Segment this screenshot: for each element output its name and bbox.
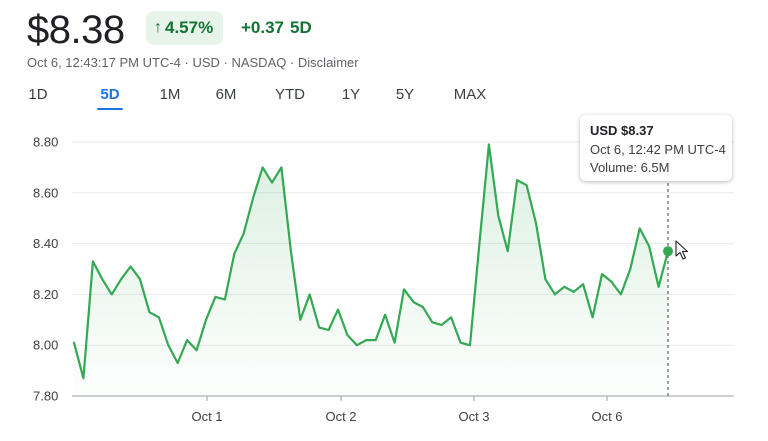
absolute-change-value: +0.37: [241, 18, 285, 37]
tab-1d[interactable]: 1D: [28, 86, 48, 103]
x-tick-label: Oct 6: [591, 409, 622, 424]
tab-1y[interactable]: 1Y: [341, 86, 361, 103]
x-tick-label: Oct 2: [325, 409, 356, 424]
tab-5d[interactable]: 5D: [97, 84, 123, 110]
y-tick-label: 8.60: [33, 185, 58, 200]
y-tick-label: 8.80: [33, 135, 58, 150]
y-tick-label: 8.00: [33, 338, 58, 353]
absolute-change: +0.37 5D: [241, 11, 318, 45]
tab-5y[interactable]: 5Y: [395, 86, 415, 103]
price-line: [72, 143, 670, 380]
tab-ytd[interactable]: YTD: [275, 86, 305, 103]
tooltip-volume: Volume: 6.5M: [590, 160, 670, 175]
price-tooltip: USD $8.37 Oct 6, 12:42 PM UTC-4 Volume: …: [580, 115, 732, 181]
percent-change-badge: ↑ 4.57%: [146, 11, 224, 45]
y-tick-label: 7.80: [33, 389, 58, 404]
x-tick-label: Oct 1: [191, 409, 222, 424]
tab-max[interactable]: MAX: [453, 86, 487, 103]
hover-point: [663, 246, 673, 257]
tooltip-time: Oct 6, 12:42 PM UTC-4: [590, 142, 726, 157]
current-price: $8.38: [27, 8, 125, 52]
x-axis: Oct 1 Oct 2 Oct 3 Oct 6: [191, 396, 623, 424]
disclaimer-link[interactable]: Disclaimer: [297, 55, 359, 70]
y-tick-label: 8.40: [33, 236, 58, 251]
x-tick-label: Oct 3: [458, 409, 489, 424]
tab-1m[interactable]: 1M: [159, 86, 181, 103]
mouse-pointer-icon: [675, 240, 689, 260]
change-period: 5D: [290, 18, 312, 37]
arrow-up-icon: ↑: [154, 19, 162, 36]
quote-meta: Oct 6, 12:43:17 PM UTC-4 · USD · NASDAQ …: [27, 55, 359, 70]
y-axis-labels: 8.80 8.60 8.40 8.20 8.00 7.80: [33, 135, 58, 404]
quote-meta-text: Oct 6, 12:43:17 PM UTC-4 · USD · NASDAQ …: [27, 55, 298, 70]
tab-6m[interactable]: 6M: [215, 86, 237, 103]
y-tick-label: 8.20: [33, 287, 58, 302]
percent-change-value: 4.57%: [165, 18, 214, 37]
tooltip-price: USD $8.37: [590, 123, 654, 138]
price-area: [74, 144, 668, 396]
